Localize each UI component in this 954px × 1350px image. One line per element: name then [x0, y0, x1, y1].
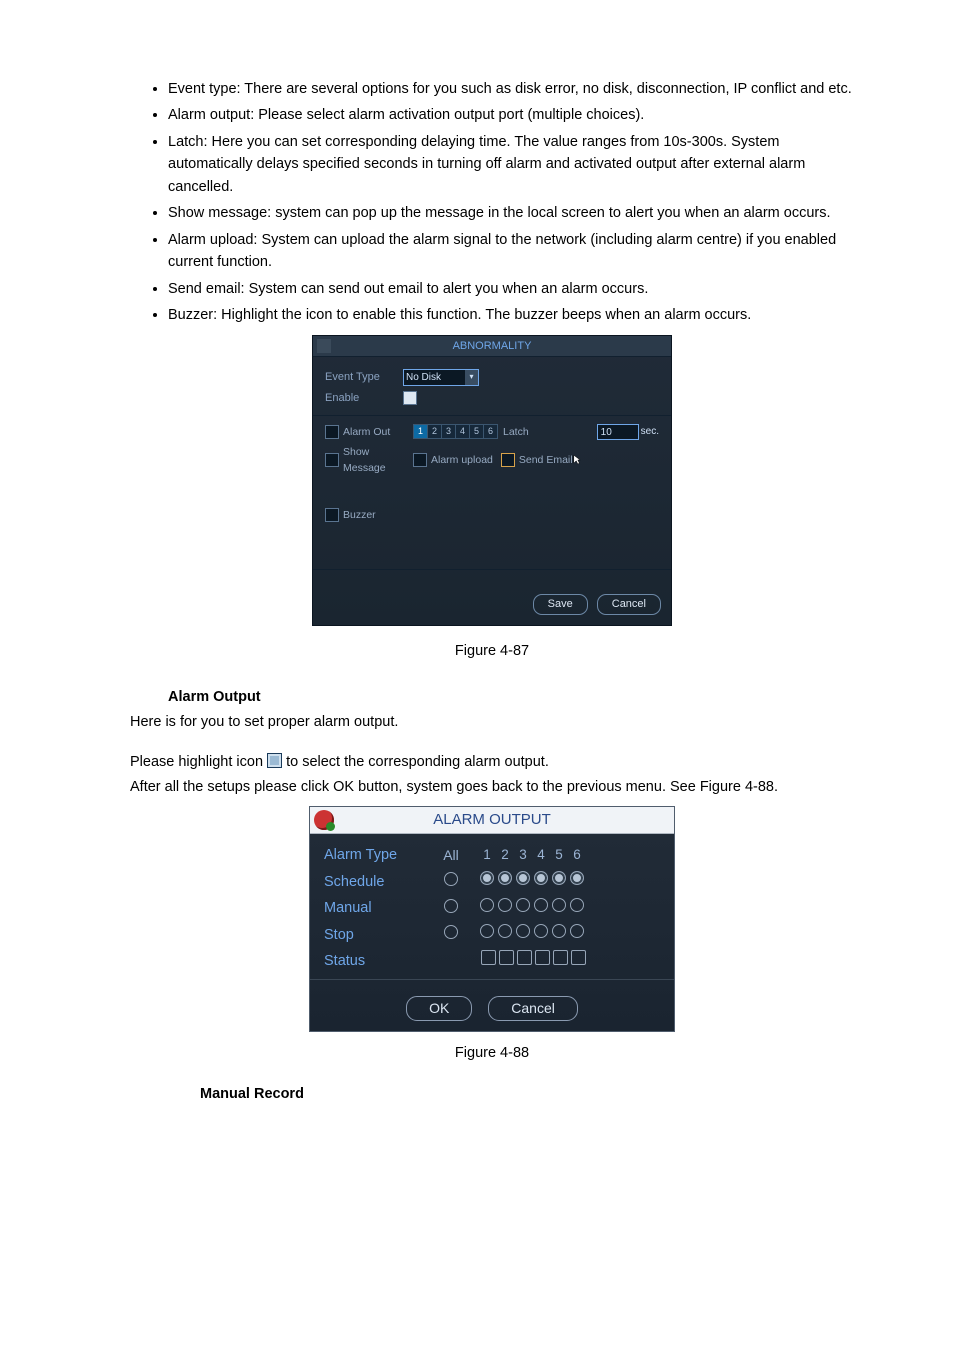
col-3: 3 — [514, 845, 532, 866]
cancel-button[interactable]: Cancel — [597, 594, 661, 615]
figure-caption-2: Figure 4-88 — [130, 1042, 854, 1064]
alarm-out-checkbox[interactable] — [325, 425, 339, 439]
cancel-button-2[interactable]: Cancel — [488, 996, 578, 1022]
cancel-button-label: Cancel — [612, 598, 646, 610]
event-type-dropdown[interactable]: No Disk ▾ — [403, 369, 479, 386]
status-box-4 — [535, 950, 550, 965]
send-email-label: Send Email — [519, 452, 573, 468]
bullet-buzzer: Buzzer: Highlight the icon to enable thi… — [168, 304, 854, 326]
schedule-radio-4[interactable] — [534, 871, 548, 885]
alarm-output-body-1: Here is for you to set proper alarm outp… — [130, 711, 854, 733]
stop-radio-6[interactable] — [570, 924, 584, 938]
save-button-label: Save — [548, 598, 573, 610]
stop-label: Stop — [324, 924, 434, 946]
bullet-send-email: Send email: System can send out email to… — [168, 278, 854, 300]
channel-toggle-4[interactable]: 4 — [455, 424, 470, 439]
buzzer-label: Buzzer — [343, 507, 376, 523]
status-box-1 — [481, 950, 496, 965]
highlight-icon-text-a: Please highlight icon — [130, 754, 267, 770]
abnormality-title: ABNORMALITY — [453, 340, 532, 352]
bullet-alarm-output: Alarm output: Please select alarm activa… — [168, 104, 854, 126]
latch-value: 10 — [601, 427, 612, 438]
chevron-down-icon: ▾ — [465, 370, 478, 385]
status-box-2 — [499, 950, 514, 965]
channel-toggle-6[interactable]: 6 — [483, 424, 498, 439]
status-box-3 — [517, 950, 532, 965]
alarm-upload-label: Alarm upload — [431, 452, 493, 468]
manual-radio-1[interactable] — [480, 898, 494, 912]
manual-radio-4[interactable] — [534, 898, 548, 912]
show-message-checkbox[interactable] — [325, 453, 339, 467]
channel-toggle-3[interactable]: 3 — [441, 424, 456, 439]
manual-radio-2[interactable] — [498, 898, 512, 912]
event-type-value: No Disk — [406, 372, 441, 383]
latch-input[interactable]: 10 — [597, 424, 639, 440]
manual-radio-5[interactable] — [552, 898, 566, 912]
status-box-6 — [571, 950, 586, 965]
latch-label: Latch — [503, 424, 529, 440]
stop-radio-3[interactable] — [516, 924, 530, 938]
stop-radio-2[interactable] — [498, 924, 512, 938]
schedule-radio-2[interactable] — [498, 871, 512, 885]
enable-label: Enable — [325, 390, 403, 407]
status-label: Status — [324, 950, 434, 972]
schedule-radio-5[interactable] — [552, 871, 566, 885]
schedule-label: Schedule — [324, 871, 434, 893]
alarm-output-icon — [314, 810, 334, 830]
channel-toggle-5[interactable]: 5 — [469, 424, 484, 439]
latch-unit: sec. — [641, 424, 659, 440]
stop-all-radio[interactable] — [444, 925, 458, 939]
manual-radio-6[interactable] — [570, 898, 584, 912]
manual-record-heading: Manual Record — [200, 1083, 854, 1105]
col-6: 6 — [568, 845, 586, 866]
cancel-button-label-2: Cancel — [511, 1000, 555, 1016]
alarm-output-body-3: After all the setups please click OK but… — [130, 776, 854, 798]
schedule-radio-1[interactable] — [480, 871, 494, 885]
schedule-radio-6[interactable] — [570, 871, 584, 885]
alarm-out-label: Alarm Out — [343, 424, 413, 440]
event-type-label: Event Type — [325, 369, 403, 386]
alarm-type-label: Alarm Type — [324, 844, 434, 866]
checkbox-icon — [267, 753, 282, 768]
manual-label: Manual — [324, 897, 434, 919]
alarm-output-heading: Alarm Output — [168, 686, 854, 708]
abnormality-titlebar: ABNORMALITY — [313, 336, 671, 357]
enable-checkbox[interactable] — [403, 391, 417, 405]
figure-caption-1: Figure 4-87 — [130, 640, 854, 662]
stop-radio-1[interactable] — [480, 924, 494, 938]
bullet-alarm-upload: Alarm upload: System can upload the alar… — [168, 229, 854, 274]
manual-radio-3[interactable] — [516, 898, 530, 912]
status-box-5 — [553, 950, 568, 965]
stop-radio-5[interactable] — [552, 924, 566, 938]
save-button[interactable]: Save — [533, 594, 588, 615]
col-2: 2 — [496, 845, 514, 866]
col-4: 4 — [532, 845, 550, 866]
alarm-output-titlebar: ALARM OUTPUT — [310, 807, 674, 834]
col-1: 1 — [478, 845, 496, 866]
channel-toggle-2[interactable]: 2 — [427, 424, 442, 439]
dialog-icon — [317, 339, 331, 353]
ok-button[interactable]: OK — [406, 996, 472, 1022]
manual-all-radio[interactable] — [444, 899, 458, 913]
abnormality-dialog: ABNORMALITY Event Type No Disk ▾ Enable — [312, 335, 672, 626]
show-message-label: Show Message — [343, 444, 413, 477]
stop-radio-4[interactable] — [534, 924, 548, 938]
highlight-icon-text-b: to select the corresponding alarm output… — [286, 754, 549, 770]
buzzer-checkbox[interactable] — [325, 508, 339, 522]
cursor-icon — [573, 454, 581, 466]
all-column-header: All — [434, 845, 468, 867]
col-5: 5 — [550, 845, 568, 866]
feature-bullet-list: Event type: There are several options fo… — [130, 78, 854, 327]
ok-button-label: OK — [429, 1000, 449, 1016]
alarm-output-dialog: ALARM OUTPUT Alarm Type All 1 2 3 4 5 6 … — [309, 806, 675, 1032]
schedule-radio-3[interactable] — [516, 871, 530, 885]
schedule-all-radio[interactable] — [444, 872, 458, 886]
alarm-upload-checkbox[interactable] — [413, 453, 427, 467]
alarm-output-title: ALARM OUTPUT — [433, 811, 551, 828]
channel-toggle-1[interactable]: 1 — [413, 424, 428, 439]
bullet-latch: Latch: Here you can set corresponding de… — [168, 131, 854, 198]
bullet-show-message: Show message: system can pop up the mess… — [168, 202, 854, 224]
send-email-checkbox[interactable] — [501, 453, 515, 467]
bullet-event-type: Event type: There are several options fo… — [168, 78, 854, 100]
